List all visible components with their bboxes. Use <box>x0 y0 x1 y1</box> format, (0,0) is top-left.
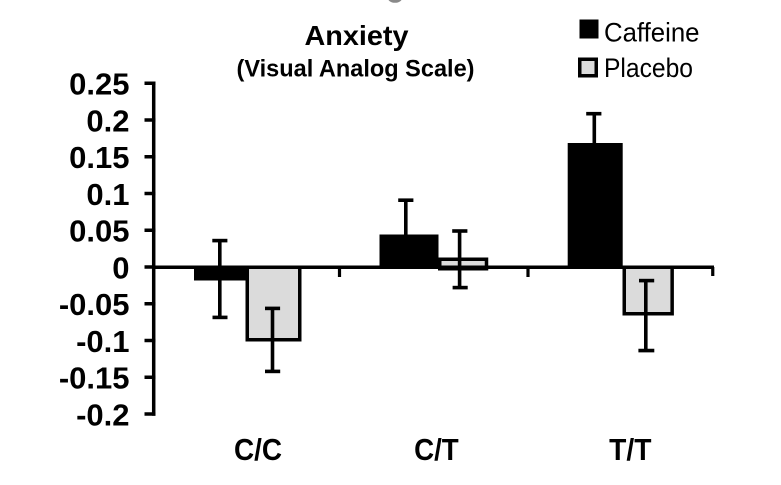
svg-text:0.15: 0.15 <box>69 140 129 175</box>
svg-text:0.2: 0.2 <box>86 103 129 138</box>
svg-text:T/T: T/T <box>609 432 651 467</box>
svg-text:0: 0 <box>112 250 129 285</box>
svg-text:-0.15: -0.15 <box>59 361 130 396</box>
svg-text:0.1: 0.1 <box>86 177 129 212</box>
svg-text:0.05: 0.05 <box>69 214 129 249</box>
svg-text:0.25: 0.25 <box>69 67 129 102</box>
svg-text:C/C: C/C <box>234 432 282 467</box>
svg-text:Anxiety: Anxiety <box>305 20 409 51</box>
svg-text:Caffeine: Caffeine <box>604 17 700 47</box>
svg-text:(Visual Analog Scale): (Visual Analog Scale) <box>237 56 475 83</box>
svg-text:-0.05: -0.05 <box>59 287 130 322</box>
svg-text:C/T: C/T <box>414 432 459 467</box>
svg-text:Placebo: Placebo <box>604 53 693 83</box>
svg-text:-0.2: -0.2 <box>76 397 129 432</box>
svg-text:-0.1: -0.1 <box>76 324 129 359</box>
